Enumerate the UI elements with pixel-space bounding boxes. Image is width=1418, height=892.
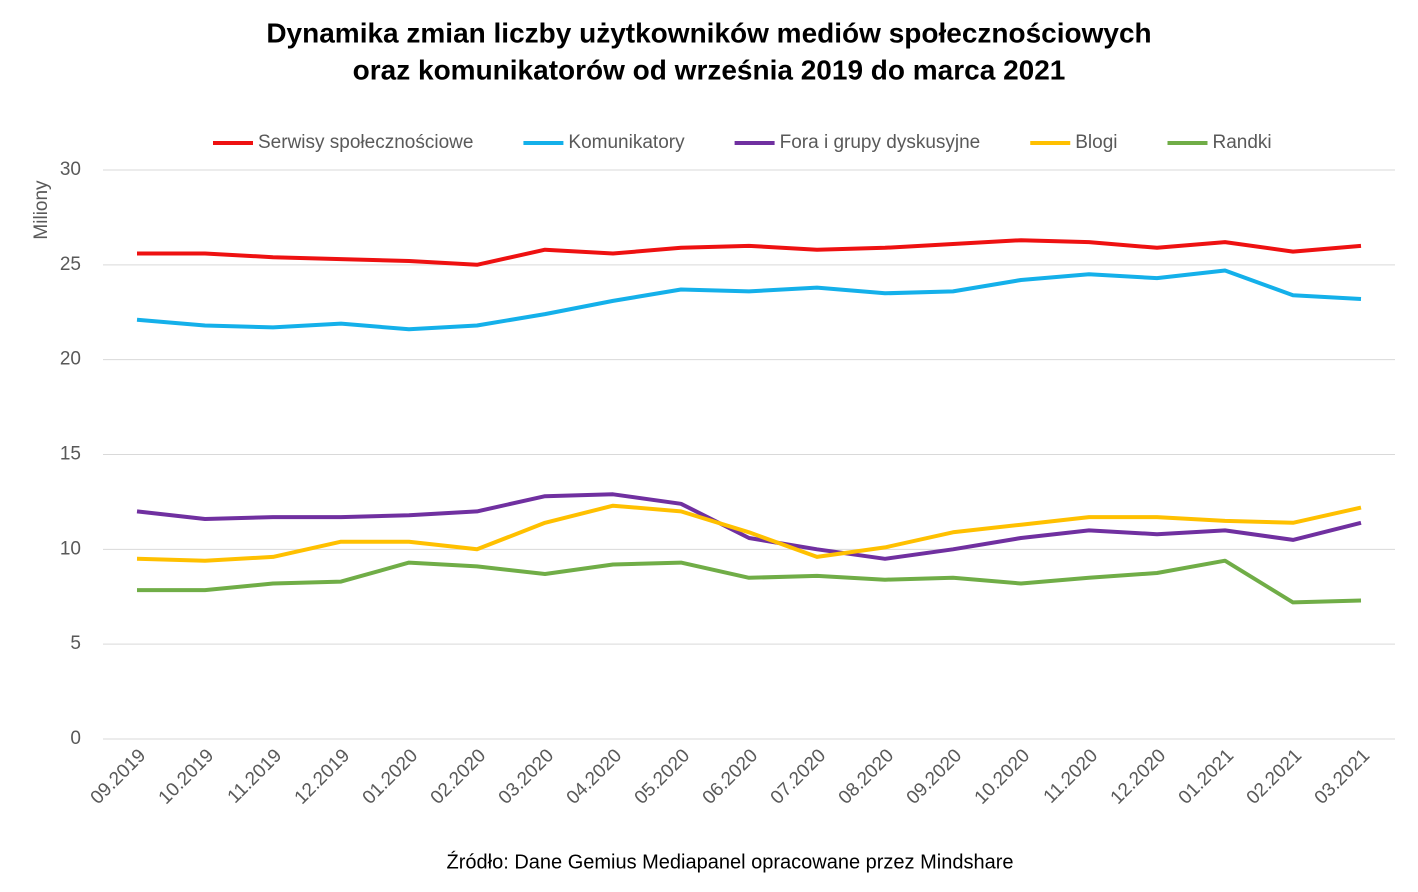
x-tick-label: 09.2019 bbox=[87, 745, 150, 808]
x-tick-label: 11.2020 bbox=[1040, 745, 1102, 807]
y-tick-label: 30 bbox=[60, 159, 81, 180]
legend-label: Randki bbox=[1213, 132, 1272, 153]
x-tick-label: 09.2020 bbox=[903, 745, 966, 808]
x-tick-label: 10.2019 bbox=[155, 745, 218, 808]
x-tick-label: 04.2020 bbox=[563, 745, 626, 808]
legend-label: Komunikatory bbox=[568, 132, 685, 153]
data-line bbox=[137, 238, 1362, 267]
x-tick-label: 08.2020 bbox=[835, 745, 898, 808]
x-tick-label: 07.2020 bbox=[767, 745, 830, 808]
x-tick-label: 10.2020 bbox=[971, 745, 1034, 808]
x-tick-label: 12.2020 bbox=[1107, 745, 1170, 808]
x-tick-label: 06.2020 bbox=[699, 745, 762, 808]
x-tick-label: 03.2021 bbox=[1311, 745, 1374, 808]
legend-label: Fora i grupy dyskusyjne bbox=[780, 132, 981, 153]
y-tick-label: 0 bbox=[70, 728, 81, 749]
data-line bbox=[136, 503, 1362, 563]
source-note: Źródło: Dane Gemius Mediapanel opracowan… bbox=[447, 850, 1014, 873]
data-line bbox=[136, 268, 1362, 332]
x-tick-label: 02.2020 bbox=[427, 745, 490, 808]
x-tick-label: 01.2021 bbox=[1175, 745, 1238, 808]
x-tick-label: 03.2020 bbox=[495, 745, 558, 808]
chart-title: oraz komunikatorów od września 2019 do m… bbox=[353, 54, 1066, 85]
y-tick-label: 20 bbox=[60, 349, 81, 370]
y-tick-label: 5 bbox=[70, 633, 81, 654]
chart-title: Dynamika zmian liczby użytkowników medió… bbox=[266, 17, 1151, 48]
y-tick-label: 15 bbox=[60, 444, 81, 465]
x-tick-label: 01.2020 bbox=[359, 745, 422, 808]
x-tick-label: 02.2021 bbox=[1243, 745, 1306, 808]
data-line bbox=[137, 558, 1362, 605]
legend-label: Serwisy społecznościowe bbox=[258, 132, 473, 153]
data-line bbox=[136, 492, 1362, 561]
y-tick-label: 25 bbox=[60, 254, 81, 275]
y-tick-label: 10 bbox=[60, 538, 81, 559]
legend-label: Blogi bbox=[1075, 132, 1117, 153]
y-axis-title: Miliony bbox=[31, 180, 52, 240]
x-tick-label: 12.2019 bbox=[291, 745, 354, 808]
x-tick-label: 05.2020 bbox=[631, 745, 694, 808]
x-tick-label: 11.2019 bbox=[224, 745, 286, 807]
